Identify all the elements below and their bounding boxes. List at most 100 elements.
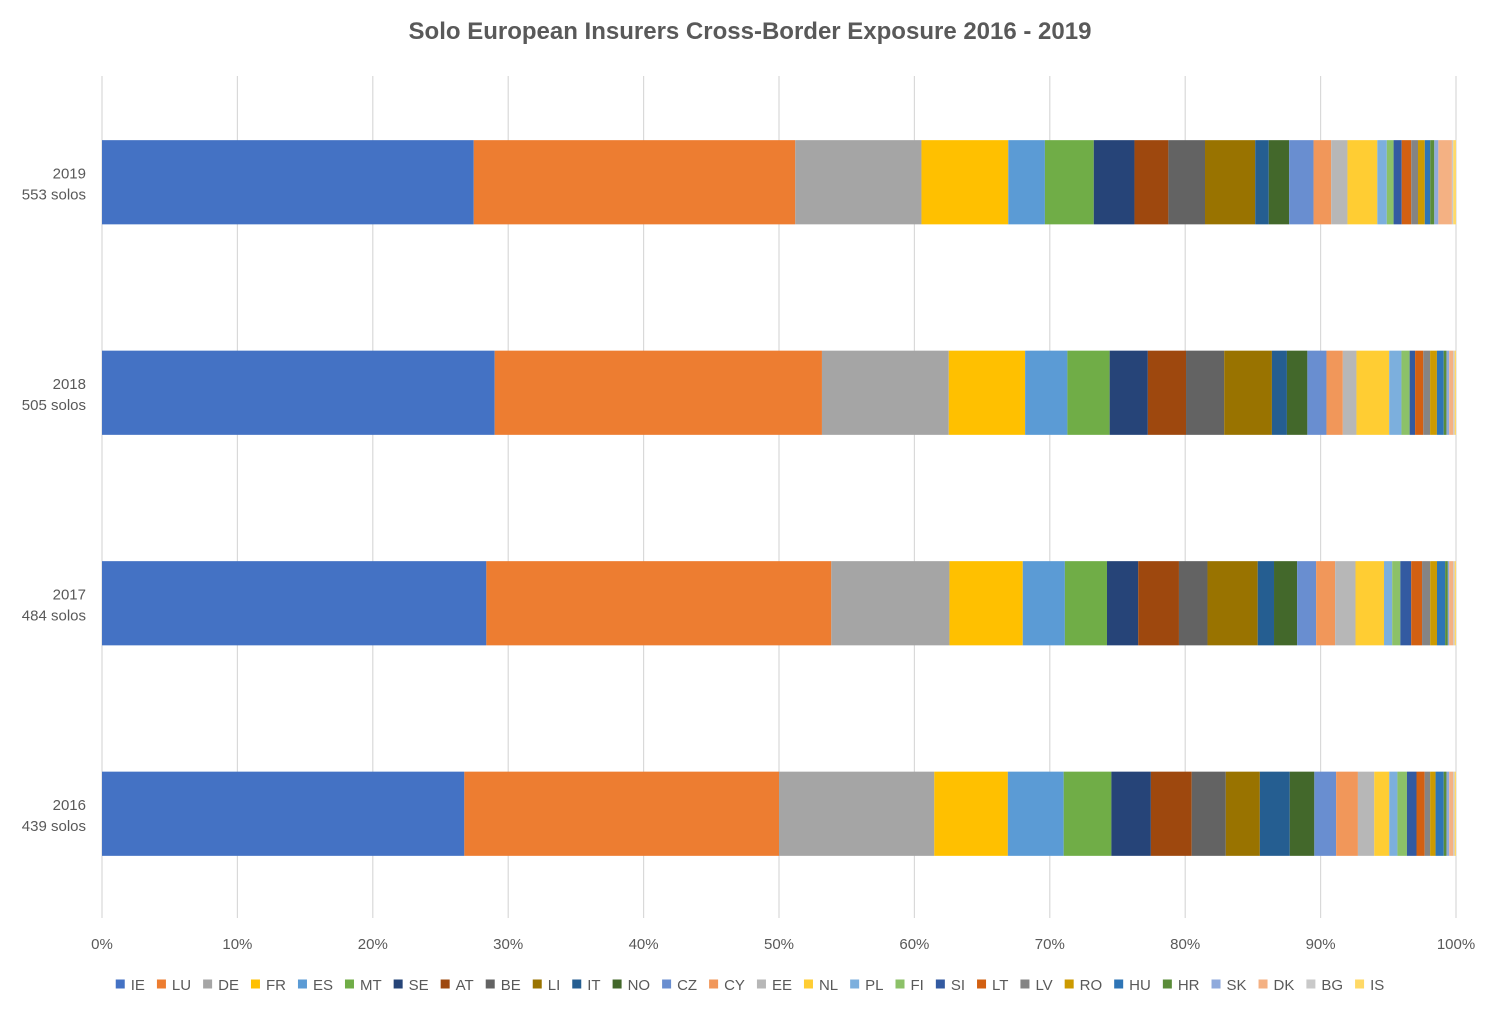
legend-label: AT [456,977,474,994]
legend-label: RO [1080,977,1103,994]
x-tick-label: 100% [1437,936,1475,953]
legend-label: IE [131,977,145,994]
legend-swatch [1162,979,1172,989]
legend-item-bg: BG [1306,977,1343,994]
legend-item-ie: IE [115,977,145,994]
bar-segment-be-2019 [1168,140,1206,225]
bar-segment-lv-2018 [1423,350,1431,435]
bar-segment-ro-2017 [1430,561,1437,646]
bar-segment-fi-2019 [1386,140,1394,225]
bar-segment-lv-2019 [1411,140,1419,225]
bar-segment-li-2019 [1205,140,1256,225]
bar-segment-pl-2018 [1389,350,1402,435]
legend-swatch [612,979,622,989]
legend: IE LU DE FR ES MT SE AT BE LI IT NO CZ CY EE NL PL FI SI LT… [115,977,1384,994]
bar-segment-it-2019 [1255,140,1269,225]
legend-label: FR [266,977,286,994]
legend-swatch [344,979,354,989]
bar-segment-dk-2019 [1438,140,1452,225]
legend-item-dk: DK [1258,977,1295,994]
legend-swatch [297,979,307,989]
category-label-year: 2019 [53,165,86,182]
legend-swatch [440,979,450,989]
bar-segment-it-2016 [1259,771,1290,856]
legend-swatch [1020,979,1030,989]
legend-item-be: BE [485,977,521,994]
legend-swatch [895,979,905,989]
bar-segment-hu-2018 [1436,350,1444,435]
x-tick-labels: 0% 10% 20% 30% 40% 50% 60% 70% 80% 90% 100% [91,936,1475,953]
legend-item-sk: SK [1211,977,1247,994]
bar-segment-de-2019 [795,140,922,225]
bar-segment-is-2017 [1454,561,1456,646]
bar-segment-at-2016 [1150,771,1192,856]
bar-segment-dk-2016 [1449,771,1454,856]
bar-segment-ee-2019 [1331,140,1348,225]
bar-segment-pl-2019 [1377,140,1387,225]
bar-segment-si-2017 [1400,561,1412,646]
bar-segment-cy-2018 [1326,350,1343,435]
legend-item-hu: HU [1114,977,1151,994]
legend-item-se: SE [393,977,429,994]
legend-item-pl: PL [850,977,884,994]
x-tick-label: 70% [1035,936,1065,953]
bar-segment-ro-2016 [1430,771,1436,856]
legend-swatch [532,979,542,989]
bar-group-2019 [102,140,1456,225]
legend-swatch [803,979,813,989]
bar-segment-lt-2016 [1416,771,1425,856]
legend-swatch [756,979,766,989]
bar-segment-sk-2018 [1446,350,1450,435]
bar-segment-cz-2018 [1307,350,1327,435]
bar-segment-fr-2016 [934,771,1008,856]
legend-swatch [156,979,166,989]
bar-segment-hu-2019 [1424,140,1431,225]
legend-label: PL [865,977,883,994]
category-label-year: 2016 [53,797,86,814]
bar-segment-sk-2016 [1446,771,1450,856]
legend-label: LT [992,977,1008,994]
legend-label: MT [360,977,382,994]
category-label-solos: 505 solos [22,397,86,414]
bar-segment-mt-2016 [1063,771,1112,856]
bar-segment-se-2019 [1093,140,1135,225]
bar-segment-lv-2016 [1424,771,1431,856]
bar-segment-sk-2017 [1447,561,1450,646]
legend-swatch [115,979,125,989]
legend-swatch [935,979,945,989]
bar-segment-no-2016 [1289,771,1315,856]
legend-label: IT [587,977,600,994]
legend-label: CZ [677,977,697,994]
bar-segment-nl-2018 [1356,350,1390,435]
bar-segment-cy-2016 [1336,771,1358,856]
legend-swatch [485,979,495,989]
bar-segment-se-2018 [1109,350,1148,435]
bar-segment-lt-2017 [1411,561,1423,646]
bar-segment-mt-2019 [1044,140,1094,225]
bar-segment-at-2019 [1134,140,1169,225]
bar-segment-ee-2017 [1335,561,1356,646]
bar-segment-li-2018 [1224,350,1272,435]
legend-item-no: NO [612,977,650,994]
legend-label: FI [911,977,924,994]
bar-segment-fr-2019 [921,140,1009,225]
legend-label: BE [501,977,521,994]
bar-segment-fi-2017 [1392,561,1401,646]
x-tick-label: 60% [899,936,929,953]
bar-segment-mt-2018 [1067,350,1110,435]
bar-segment-bg-2018 [1453,350,1455,435]
bar-segment-bg-2016 [1453,771,1455,856]
bar-segment-de-2017 [831,561,950,646]
bar-segment-cz-2019 [1289,140,1314,225]
legend-item-at: AT [440,977,474,994]
legend-label: SK [1227,977,1247,994]
legend-swatch [1114,979,1124,989]
legend-label: DK [1274,977,1295,994]
bar-segment-is-2016 [1454,771,1456,856]
legend-swatch [393,979,403,989]
legend-label: ES [313,977,333,994]
chart-title: Solo European Insurers Cross-Border Expo… [408,18,1092,45]
bar-segment-it-2018 [1271,350,1287,435]
bar-segment-at-2017 [1138,561,1179,646]
legend-swatch [709,979,719,989]
